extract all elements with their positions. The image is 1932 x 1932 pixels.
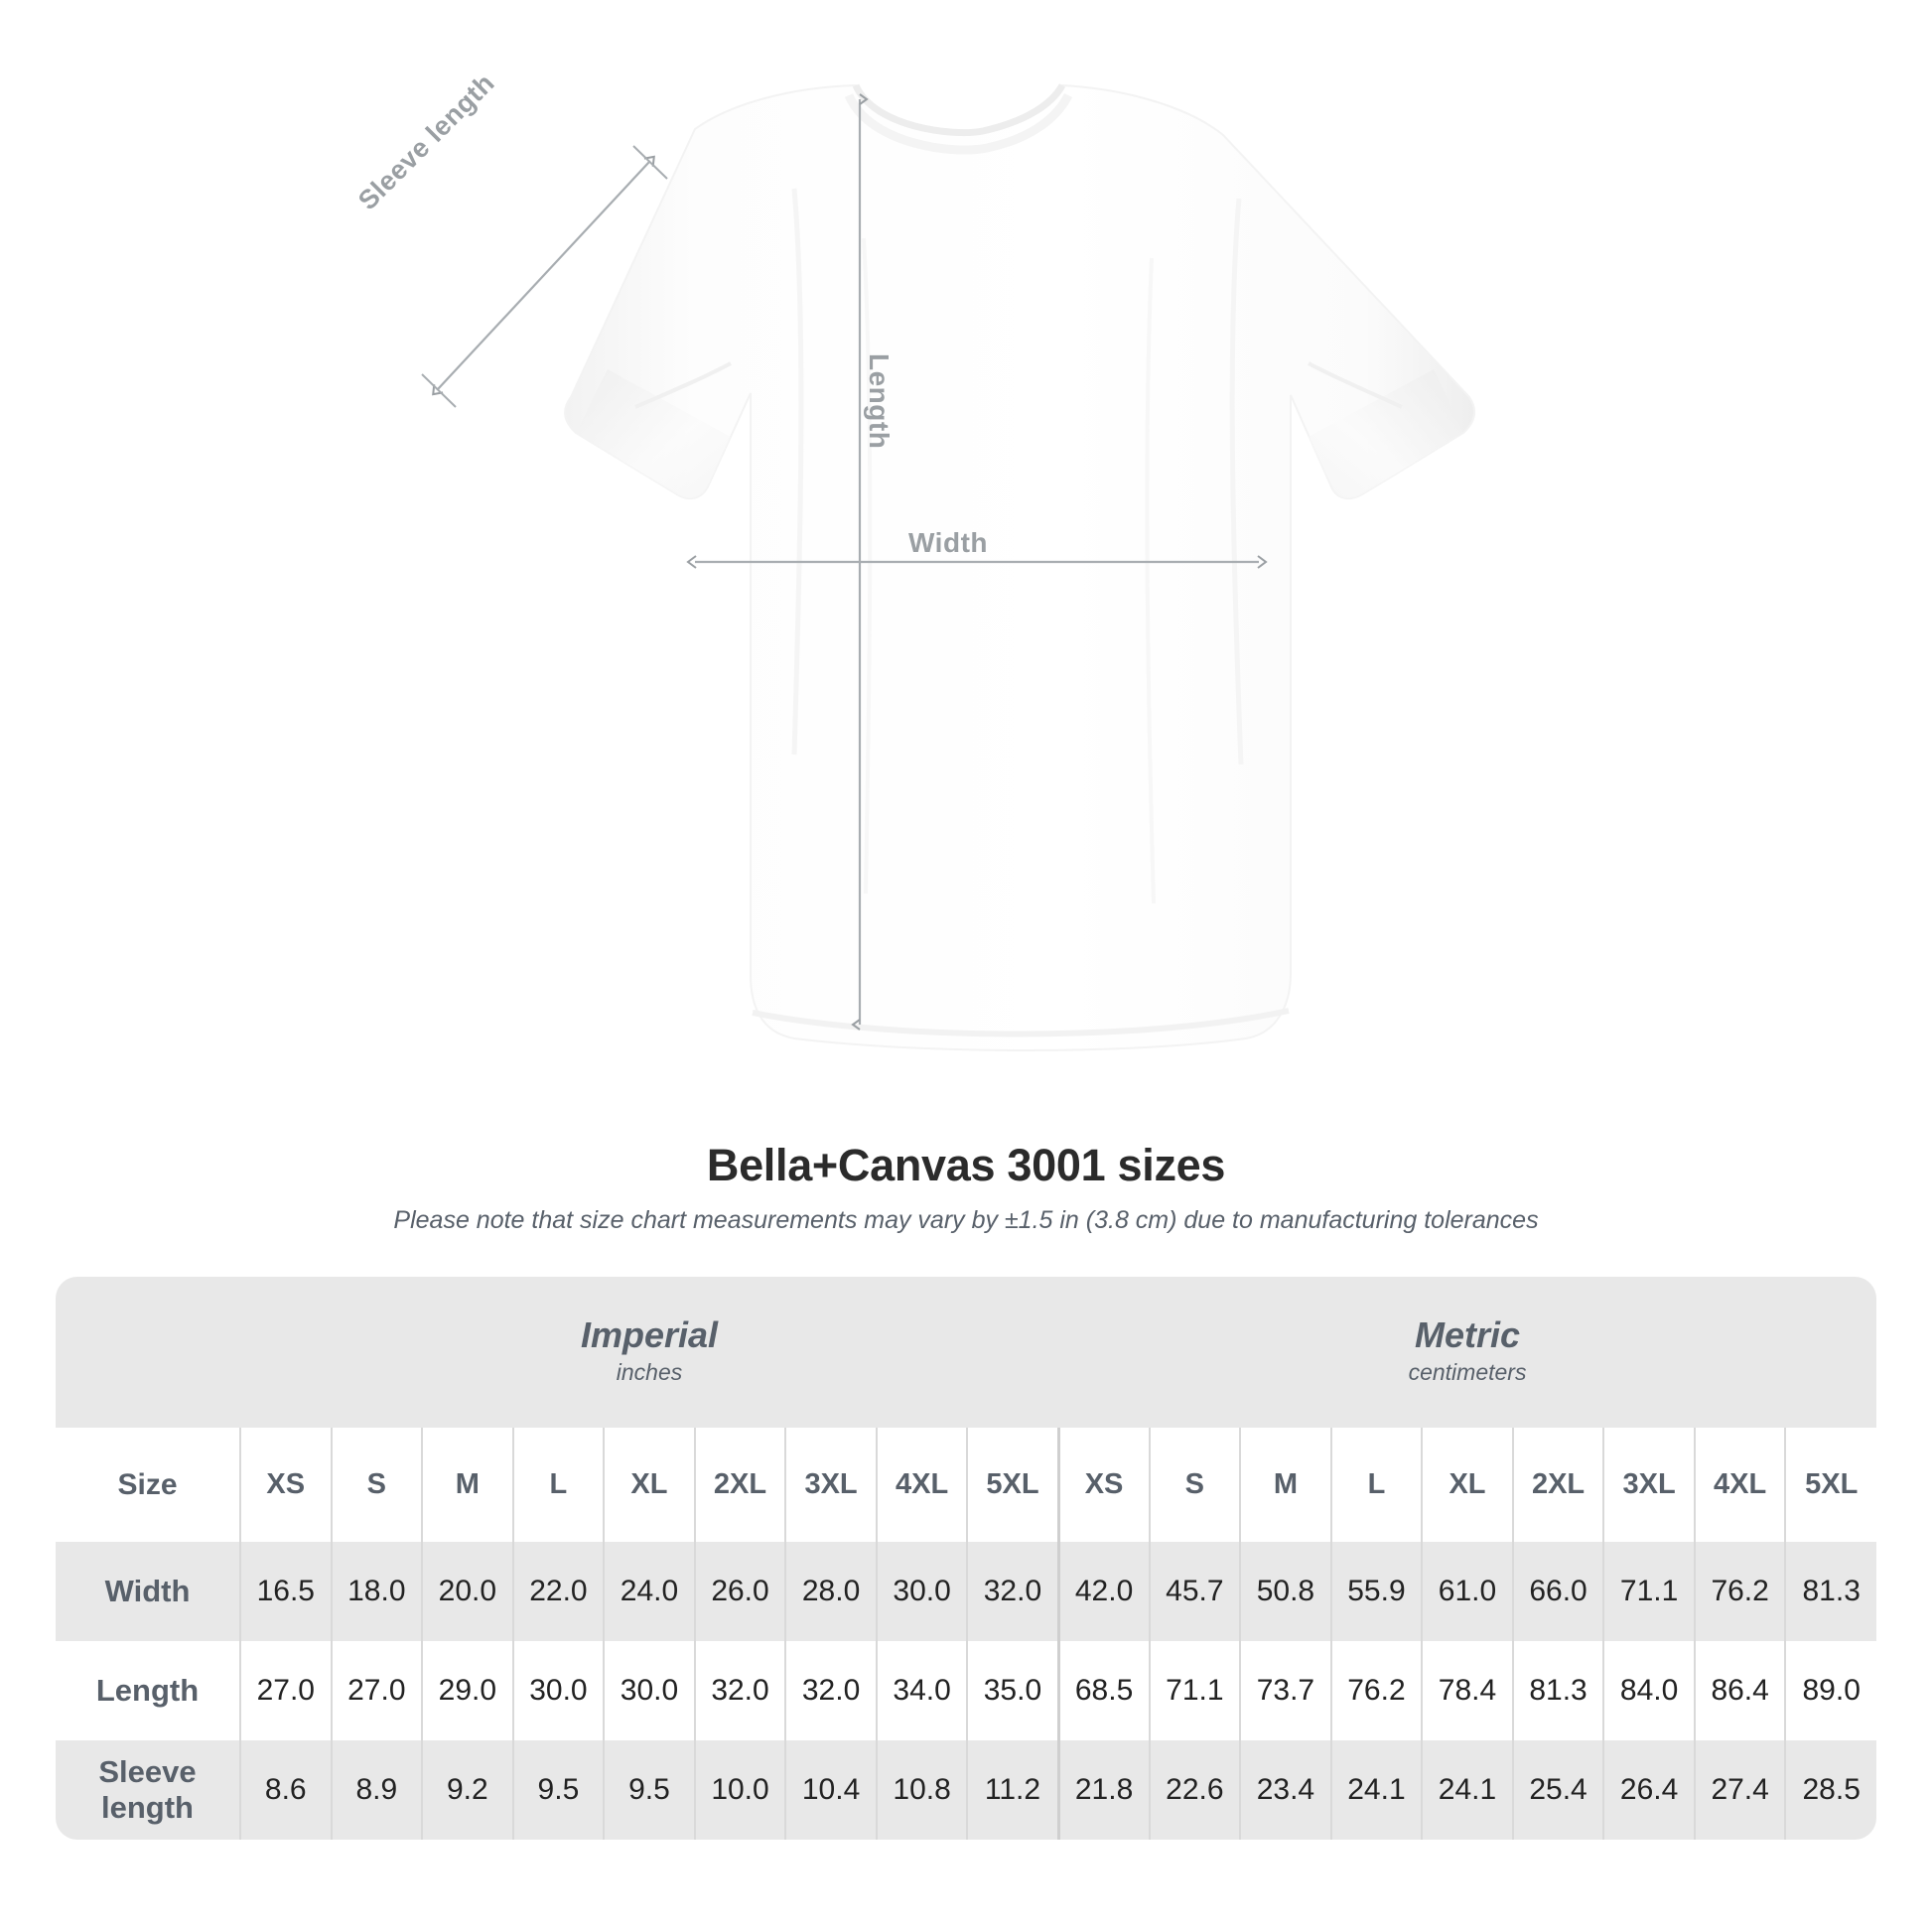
cell-width-imperial-s: 18.0 (330, 1542, 423, 1641)
size-header-imperial-m[interactable]: M (421, 1428, 513, 1542)
cell-sleeve-length-metric-xl: 24.1 (1421, 1740, 1513, 1840)
cell-sleeve-length-imperial-3xl: 10.4 (784, 1740, 877, 1840)
cell-width-imperial-4xl: 30.0 (875, 1542, 968, 1641)
cell-length-metric-xs: 68.5 (1056, 1641, 1150, 1740)
unit-group-sub: centimeters (1408, 1359, 1527, 1386)
unit-group-name: Imperial (580, 1314, 719, 1356)
size-row-header-label: Size (56, 1428, 240, 1542)
cell-width-metric-4xl: 76.2 (1693, 1542, 1786, 1641)
page-title: Bella+Canvas 3001 sizes (706, 1140, 1226, 1190)
size-header-metric-2xl[interactable]: 2XL (1511, 1428, 1604, 1542)
page-subtitle: Please note that size chart measurements… (393, 1206, 1539, 1234)
cell-width-metric-xs: 42.0 (1056, 1542, 1150, 1641)
cell-sleeve-length-imperial-s: 8.9 (330, 1740, 423, 1840)
cell-width-imperial-m: 20.0 (421, 1542, 513, 1641)
cell-length-metric-m: 73.7 (1239, 1641, 1331, 1740)
cell-length-imperial-xs: 27.0 (239, 1641, 332, 1740)
cell-width-metric-2xl: 66.0 (1511, 1542, 1604, 1641)
cell-length-imperial-4xl: 34.0 (875, 1641, 968, 1740)
size-header-metric-l[interactable]: L (1329, 1428, 1423, 1542)
size-header-row: Size XS S M L XL 2XL 3XL 4XL 5XL XS S M L XL 2XL 3XL 4XL 5… (56, 1428, 1876, 1542)
cell-width-imperial-xl: 24.0 (603, 1542, 695, 1641)
size-header-imperial-2xl[interactable]: 2XL (693, 1428, 786, 1542)
table-row: Length 27.0 27.0 29.0 30.0 30.0 32.0 32.0 34.0 35… (56, 1641, 1876, 1740)
row-header-length: Length (56, 1641, 240, 1740)
cell-length-metric-4xl: 86.4 (1693, 1641, 1786, 1740)
cell-width-metric-3xl: 71.1 (1602, 1542, 1695, 1641)
size-header-imperial-xl[interactable]: XL (603, 1428, 695, 1542)
cell-width-imperial-5xl: 32.0 (966, 1542, 1059, 1641)
cell-sleeve-length-imperial-xs: 8.6 (239, 1740, 332, 1840)
size-header-metric-xs[interactable]: XS (1056, 1428, 1150, 1542)
cell-width-metric-xl: 61.0 (1421, 1542, 1513, 1641)
cell-sleeve-length-metric-s: 22.6 (1148, 1740, 1241, 1840)
length-annotation-label: Length (864, 353, 895, 450)
row-header-width: Width (56, 1542, 240, 1641)
cell-width-metric-5xl: 81.3 (1784, 1542, 1876, 1641)
unit-header-blank-cell (56, 1277, 240, 1428)
size-header-imperial-3xl[interactable]: 3XL (784, 1428, 877, 1542)
size-header-metric-m[interactable]: M (1239, 1428, 1331, 1542)
sleeve-length-arrow (432, 155, 655, 396)
width-annotation-label: Width (908, 527, 988, 558)
size-header-imperial-xs[interactable]: XS (239, 1428, 332, 1542)
unit-group-metric: Metric centimeters (1058, 1277, 1876, 1428)
cell-sleeve-length-imperial-m: 9.2 (421, 1740, 513, 1840)
cell-length-metric-2xl: 81.3 (1511, 1641, 1604, 1740)
cell-width-imperial-3xl: 28.0 (784, 1542, 877, 1641)
cell-length-metric-5xl: 89.0 (1784, 1641, 1876, 1740)
cell-sleeve-length-imperial-xl: 9.5 (603, 1740, 695, 1840)
cell-length-metric-xl: 78.4 (1421, 1641, 1513, 1740)
measurement-arrows (421, 93, 1268, 1031)
unit-group-sub: inches (616, 1359, 683, 1386)
cell-width-metric-m: 50.8 (1239, 1542, 1331, 1641)
cell-sleeve-length-metric-xs: 21.8 (1056, 1740, 1150, 1840)
cell-sleeve-length-imperial-5xl: 11.2 (966, 1740, 1059, 1840)
size-header-imperial-l[interactable]: L (511, 1428, 605, 1542)
table-row: Width 16.5 18.0 20.0 22.0 24.0 26.0 28.0 30.0 32.… (56, 1542, 1876, 1641)
size-header-imperial-s[interactable]: S (330, 1428, 423, 1542)
cell-length-imperial-2xl: 32.0 (693, 1641, 786, 1740)
cell-sleeve-length-metric-m: 23.4 (1239, 1740, 1331, 1840)
size-chart-table-container: Imperial inches Metric centimeters Size XS S M L… (56, 1277, 1876, 1840)
cell-length-imperial-m: 29.0 (421, 1641, 513, 1740)
cell-length-imperial-xl: 30.0 (603, 1641, 695, 1740)
cell-sleeve-length-metric-2xl: 25.4 (1511, 1740, 1604, 1840)
cell-sleeve-length-imperial-l: 9.5 (511, 1740, 605, 1840)
size-header-imperial-4xl[interactable]: 4XL (875, 1428, 968, 1542)
cell-width-imperial-xs: 16.5 (239, 1542, 332, 1641)
unit-group-name: Metric (1415, 1314, 1521, 1356)
row-header-sleeve-length: Sleeve length (56, 1740, 240, 1840)
tshirt-measurement-illustration: Sleeve length Length Width (352, 68, 1476, 1051)
size-chart-table: Imperial inches Metric centimeters Size XS S M L… (56, 1277, 1876, 1840)
cell-length-imperial-s: 27.0 (330, 1641, 423, 1740)
cell-width-imperial-l: 22.0 (511, 1542, 605, 1641)
size-header-imperial-5xl[interactable]: 5XL (966, 1428, 1059, 1542)
cell-sleeve-length-metric-l: 24.1 (1329, 1740, 1423, 1840)
size-header-metric-5xl[interactable]: 5XL (1784, 1428, 1876, 1542)
tshirt-silhouette (564, 83, 1476, 1051)
size-header-metric-4xl[interactable]: 4XL (1693, 1428, 1786, 1542)
cell-sleeve-length-metric-3xl: 26.4 (1602, 1740, 1695, 1840)
cell-width-metric-l: 55.9 (1329, 1542, 1423, 1641)
unit-group-header-row: Imperial inches Metric centimeters (56, 1277, 1876, 1428)
cell-length-metric-s: 71.1 (1148, 1641, 1241, 1740)
size-header-metric-s[interactable]: S (1148, 1428, 1241, 1542)
cell-length-imperial-l: 30.0 (511, 1641, 605, 1740)
cell-width-imperial-2xl: 26.0 (693, 1542, 786, 1641)
cell-length-imperial-5xl: 35.0 (966, 1641, 1059, 1740)
cell-length-metric-l: 76.2 (1329, 1641, 1423, 1740)
cell-width-metric-s: 45.7 (1148, 1542, 1241, 1641)
cell-sleeve-length-imperial-2xl: 10.0 (693, 1740, 786, 1840)
unit-group-imperial: Imperial inches (240, 1277, 1059, 1428)
cell-sleeve-length-metric-5xl: 28.5 (1784, 1740, 1876, 1840)
tshirt-graphic (421, 83, 1476, 1051)
size-header-metric-xl[interactable]: XL (1421, 1428, 1513, 1542)
table-row: Sleeve length 8.6 8.9 9.2 9.5 9.5 10.0 10.4 10.8… (56, 1740, 1876, 1840)
size-header-metric-3xl[interactable]: 3XL (1602, 1428, 1695, 1542)
cell-sleeve-length-metric-4xl: 27.4 (1693, 1740, 1786, 1840)
cell-length-metric-3xl: 84.0 (1602, 1641, 1695, 1740)
cell-length-imperial-3xl: 32.0 (784, 1641, 877, 1740)
cell-sleeve-length-imperial-4xl: 10.8 (875, 1740, 968, 1840)
